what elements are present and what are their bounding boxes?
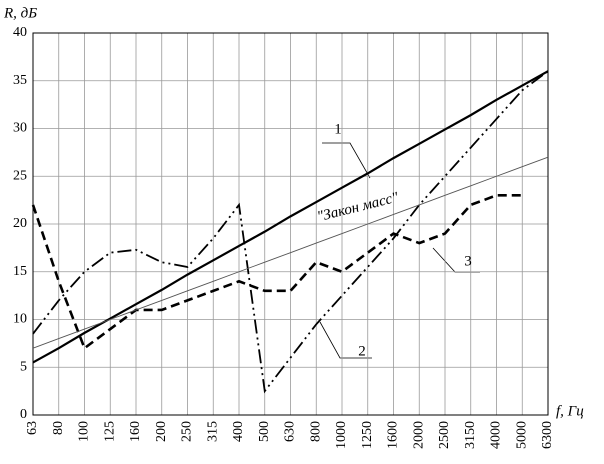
y-tick-label: 15: [13, 264, 27, 279]
y-tick-label: 40: [13, 25, 27, 40]
leader-line: [322, 142, 371, 179]
x-tick-label: 100: [77, 421, 92, 442]
x-tick-label: 3150: [463, 421, 478, 449]
x-tick-label: 125: [102, 421, 117, 442]
x-tick-label: 2000: [411, 421, 426, 449]
x-tick-label: 5000: [514, 421, 529, 449]
plot-frame: [32, 32, 549, 416]
x-tick-label: 1600: [386, 421, 401, 449]
x-tick-label: 200: [154, 421, 169, 442]
x-tick-label: 63: [25, 421, 40, 435]
y-tick-label: 20: [13, 216, 27, 231]
x-tick-label: 800: [308, 421, 323, 442]
x-tick-label: 2500: [437, 421, 452, 449]
series-line: [32, 156, 549, 349]
x-tick-label: 630: [283, 421, 298, 442]
leader-line: [319, 321, 372, 359]
x-tick-label: 160: [128, 421, 143, 442]
x-tick-label: 1000: [334, 421, 349, 449]
series-line: [31, 194, 523, 351]
x-tick-label: 400: [231, 421, 246, 442]
y-tick-label: 5: [20, 359, 27, 374]
x-axis-label: f, Гц: [556, 403, 584, 419]
y-axis-label: R, дБ: [3, 5, 37, 21]
y-tick-label: 10: [13, 312, 27, 327]
x-tick-label: 500: [257, 421, 272, 442]
y-tick-label: 25: [13, 168, 27, 183]
series-line: [32, 70, 549, 364]
series-line: [32, 70, 549, 394]
series-label: 2: [358, 343, 366, 359]
x-tick-label: 80: [51, 421, 66, 435]
x-tick-label: 250: [180, 421, 195, 442]
series-label: 1: [334, 121, 342, 137]
y-tick-label: 30: [13, 121, 27, 136]
y-tick-label: 0: [20, 407, 27, 422]
x-tick-label: 4000: [489, 421, 504, 449]
x-tick-label: 6300: [540, 421, 555, 449]
series-label: 3: [464, 253, 472, 269]
y-tick-label: 35: [13, 73, 27, 88]
x-tick-label: 315: [205, 421, 220, 442]
x-tick-label: 1250: [360, 421, 375, 449]
